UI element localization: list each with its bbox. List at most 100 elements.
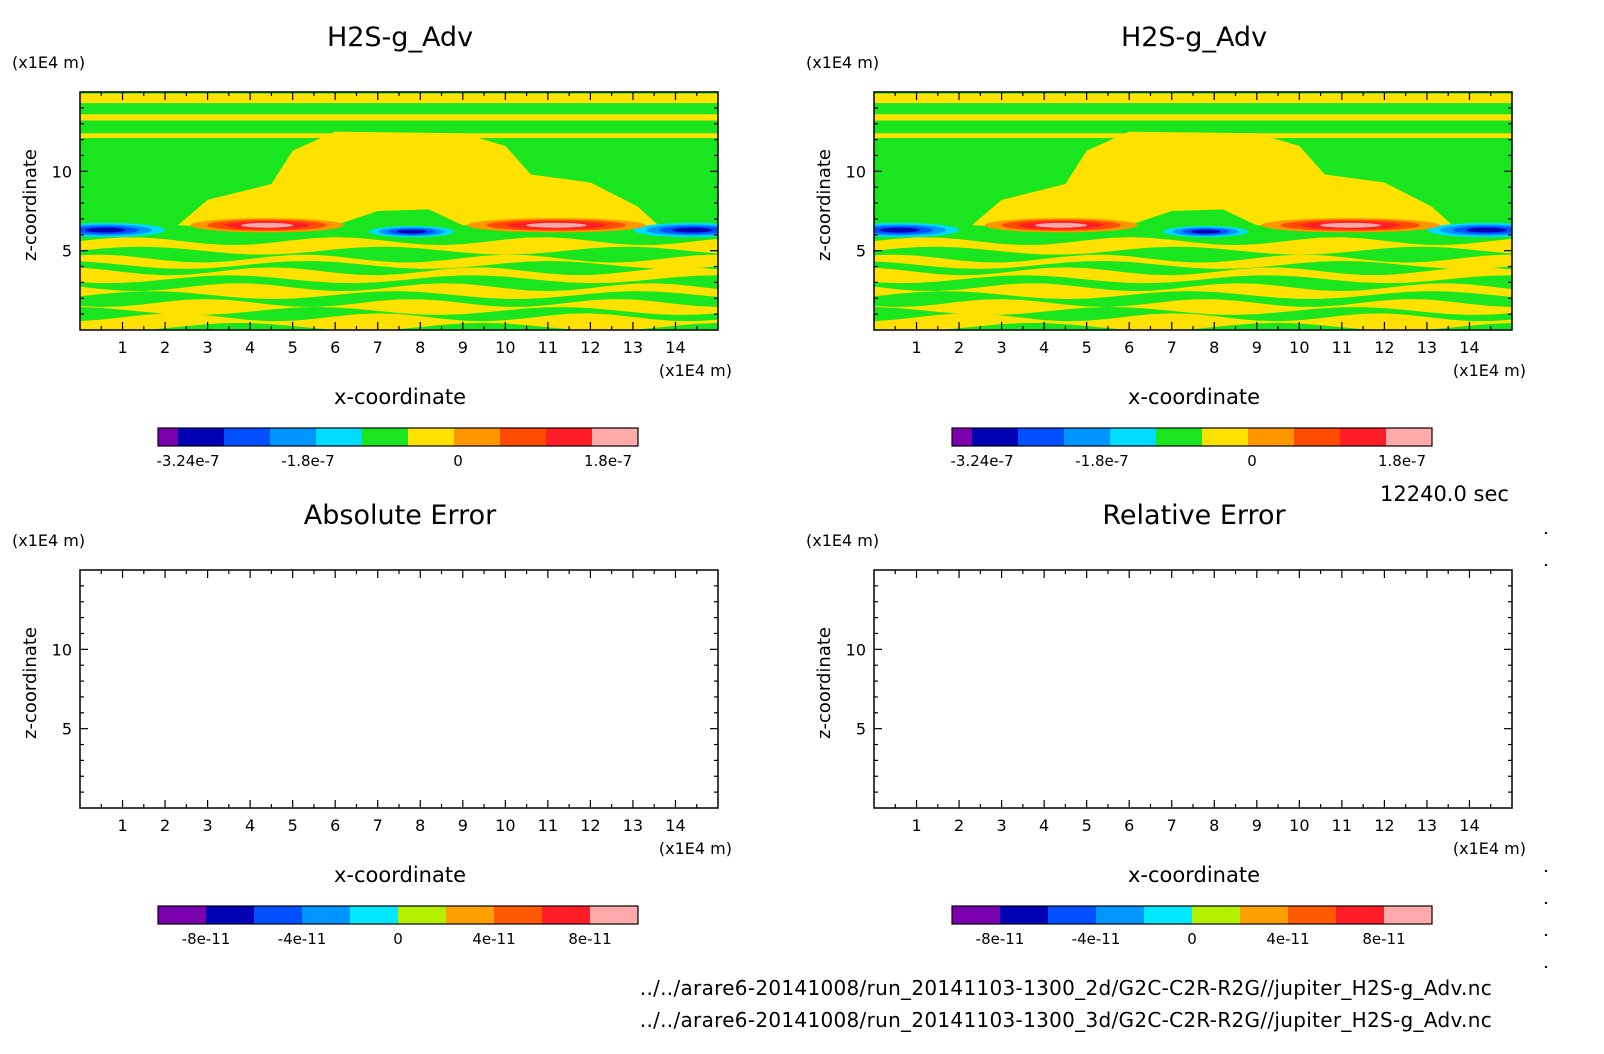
contour-band [874,237,1512,255]
y-tick-label: 5 [856,720,866,739]
contour-band [80,283,718,300]
x-tick-label: 10 [495,338,515,357]
elapsed-time: 12240.0 sec [1380,482,1509,506]
y-unit-label: (x1E4 m) [12,53,85,72]
x-tick-label: 13 [1417,338,1437,357]
x-tick-label: 11 [1332,338,1352,357]
y-tick-label: 10 [846,162,866,181]
colorbar-tick-label: -8e-11 [182,930,231,948]
colorbar-frame [157,905,639,925]
colorbar-swatch [590,906,638,924]
colorbar-swatch [1048,906,1096,924]
x-tick-label: 10 [1289,338,1309,357]
x-tick-label: 1 [911,816,921,835]
y-unit-label: (x1E4 m) [806,53,879,72]
colorbar-swatch [158,906,206,924]
contour-lobe [397,229,427,234]
x-tick-label: 9 [458,816,468,835]
x-axis-label: x-coordinate [1128,385,1260,409]
colorbar-swatch [446,906,494,924]
x-tick-label: 4 [1039,338,1049,357]
contour-band [874,93,1512,104]
colorbar-swatch [1096,906,1144,924]
y-axis-label: z-coordinate [20,627,41,739]
x-tick-label: 12 [580,338,600,357]
x-tick-label: 8 [415,338,425,357]
colorbar-swatch [1144,906,1192,924]
x-tick-label: 5 [1082,816,1092,835]
colorbar-swatch [178,428,224,446]
x-tick-label: 11 [538,816,558,835]
x-tick-label: 14 [665,816,685,835]
contour-lobe [672,227,713,233]
x-tick-label: 12 [1374,816,1394,835]
y-tick-label: 5 [62,242,72,261]
chart-title: Relative Error [1102,500,1286,531]
colorbar-swatch [158,428,178,446]
x-tick-label: 11 [1332,816,1352,835]
colorbar-tick-label: 8e-11 [1362,930,1405,948]
contour-lobe [1035,222,1088,228]
x-axis-label: x-coordinate [1128,863,1260,887]
colorbar-swatch [1336,906,1384,924]
colorbar-swatch [1110,428,1156,446]
colorbar-swatch [454,428,500,446]
x-tick-label: 13 [1417,816,1437,835]
colorbar-swatch [592,428,638,446]
page-marker-dot [1545,902,1547,904]
x-tick-label: 5 [288,338,298,357]
colorbar-swatch [1064,428,1110,446]
colorbar-swatch [1192,906,1240,924]
colorbar-tick-label: 0 [393,930,403,948]
colorbar-swatch [1248,428,1294,446]
y-unit-label: (x1E4 m) [12,531,85,550]
x-unit-label: (x1E4 m) [659,839,732,858]
x-tick-label: 3 [997,338,1007,357]
colorbar-swatch [206,906,254,924]
colorbar-tick-label: -1.8e-7 [1075,452,1128,470]
contour-lobe [879,227,920,233]
colorbar-swatch [500,428,546,446]
contour-band [80,254,718,269]
x-tick-label: 6 [330,338,340,357]
colorbar-swatch [224,428,270,446]
x-tick-label: 4 [245,338,255,357]
x-tick-label: 14 [665,338,685,357]
y-axis-label: z-coordinate [20,149,41,261]
colorbar-swatch [952,906,1000,924]
colorbar-swatch [1384,906,1432,924]
colorbar-tick-label: 1.8e-7 [584,452,632,470]
y-tick-label: 5 [62,720,72,739]
x-tick-label: 10 [1289,816,1309,835]
colorbar-swatch [1202,428,1248,446]
y-tick-label: 10 [846,640,866,659]
page-marker-dot [1545,564,1547,566]
colorbar-swatch [542,906,590,924]
page-marker-dot [1545,934,1547,936]
x-tick-label: 5 [1082,338,1092,357]
x-tick-label: 3 [203,816,213,835]
page-marker-dot [1545,532,1547,534]
colorbar-swatch [1340,428,1386,446]
colorbar-swatch [350,906,398,924]
colorbar-tick-label: 8e-11 [568,930,611,948]
contour-lobe [241,222,294,228]
colorbar-tick-label: 1.8e-7 [1378,452,1426,470]
x-tick-label: 13 [623,816,643,835]
contour-band [80,93,718,104]
contour-fill [80,92,718,330]
colorbar-swatch [1288,906,1336,924]
x-unit-label: (x1E4 m) [659,361,732,380]
contour-band [874,254,1512,269]
colorbar-tick-label: -4e-11 [1072,930,1121,948]
contour-band [874,114,1512,121]
x-tick-label: 8 [1209,338,1219,357]
contour-lobe [526,222,587,228]
contour-band [874,283,1512,300]
chart-panel-3: Absolute Error(x1E4 m)1 2 3 4 5 6 7 8 9 10 11 12 13 1… [12,500,732,948]
x-tick-label: 12 [1374,338,1394,357]
x-tick-label: 5 [288,816,298,835]
colorbar-tick-label: -1.8e-7 [281,452,334,470]
x-tick-label: 6 [1124,816,1134,835]
x-tick-label: 4 [1039,816,1049,835]
